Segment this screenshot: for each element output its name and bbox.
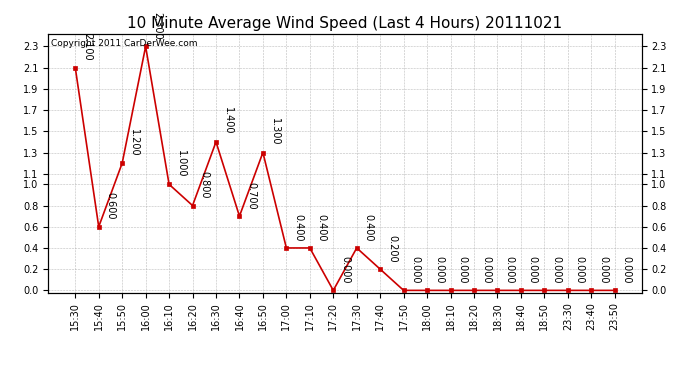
Text: 0.000: 0.000 [575,256,584,284]
Text: 0.000: 0.000 [434,256,444,284]
Text: 0.000: 0.000 [622,256,631,284]
Text: 0.700: 0.700 [246,182,257,209]
Text: 1.300: 1.300 [270,118,280,146]
Text: 1.400: 1.400 [223,108,233,135]
Text: 0.000: 0.000 [411,256,421,284]
Text: Copyright 2011 CarDerWee.com: Copyright 2011 CarDerWee.com [51,39,198,48]
Text: 0.800: 0.800 [199,171,210,199]
Text: 0.400: 0.400 [364,213,374,241]
Text: 2.300: 2.300 [152,12,163,39]
Text: 0.400: 0.400 [317,213,327,241]
Text: 0.000: 0.000 [340,256,351,284]
Text: 0.000: 0.000 [457,256,468,284]
Text: 0.600: 0.600 [106,192,116,220]
Text: 0.000: 0.000 [598,256,608,284]
Text: 0.000: 0.000 [504,256,515,284]
Text: 0.200: 0.200 [387,235,397,262]
Text: 0.000: 0.000 [481,256,491,284]
Text: 0.000: 0.000 [551,256,561,284]
Text: 0.400: 0.400 [293,213,304,241]
Title: 10 Minute Average Wind Speed (Last 4 Hours) 20111021: 10 Minute Average Wind Speed (Last 4 Hou… [128,16,562,31]
Text: 0.000: 0.000 [528,256,538,284]
Text: 2.100: 2.100 [82,33,92,61]
Text: 1.000: 1.000 [176,150,186,177]
Text: 1.200: 1.200 [129,129,139,156]
